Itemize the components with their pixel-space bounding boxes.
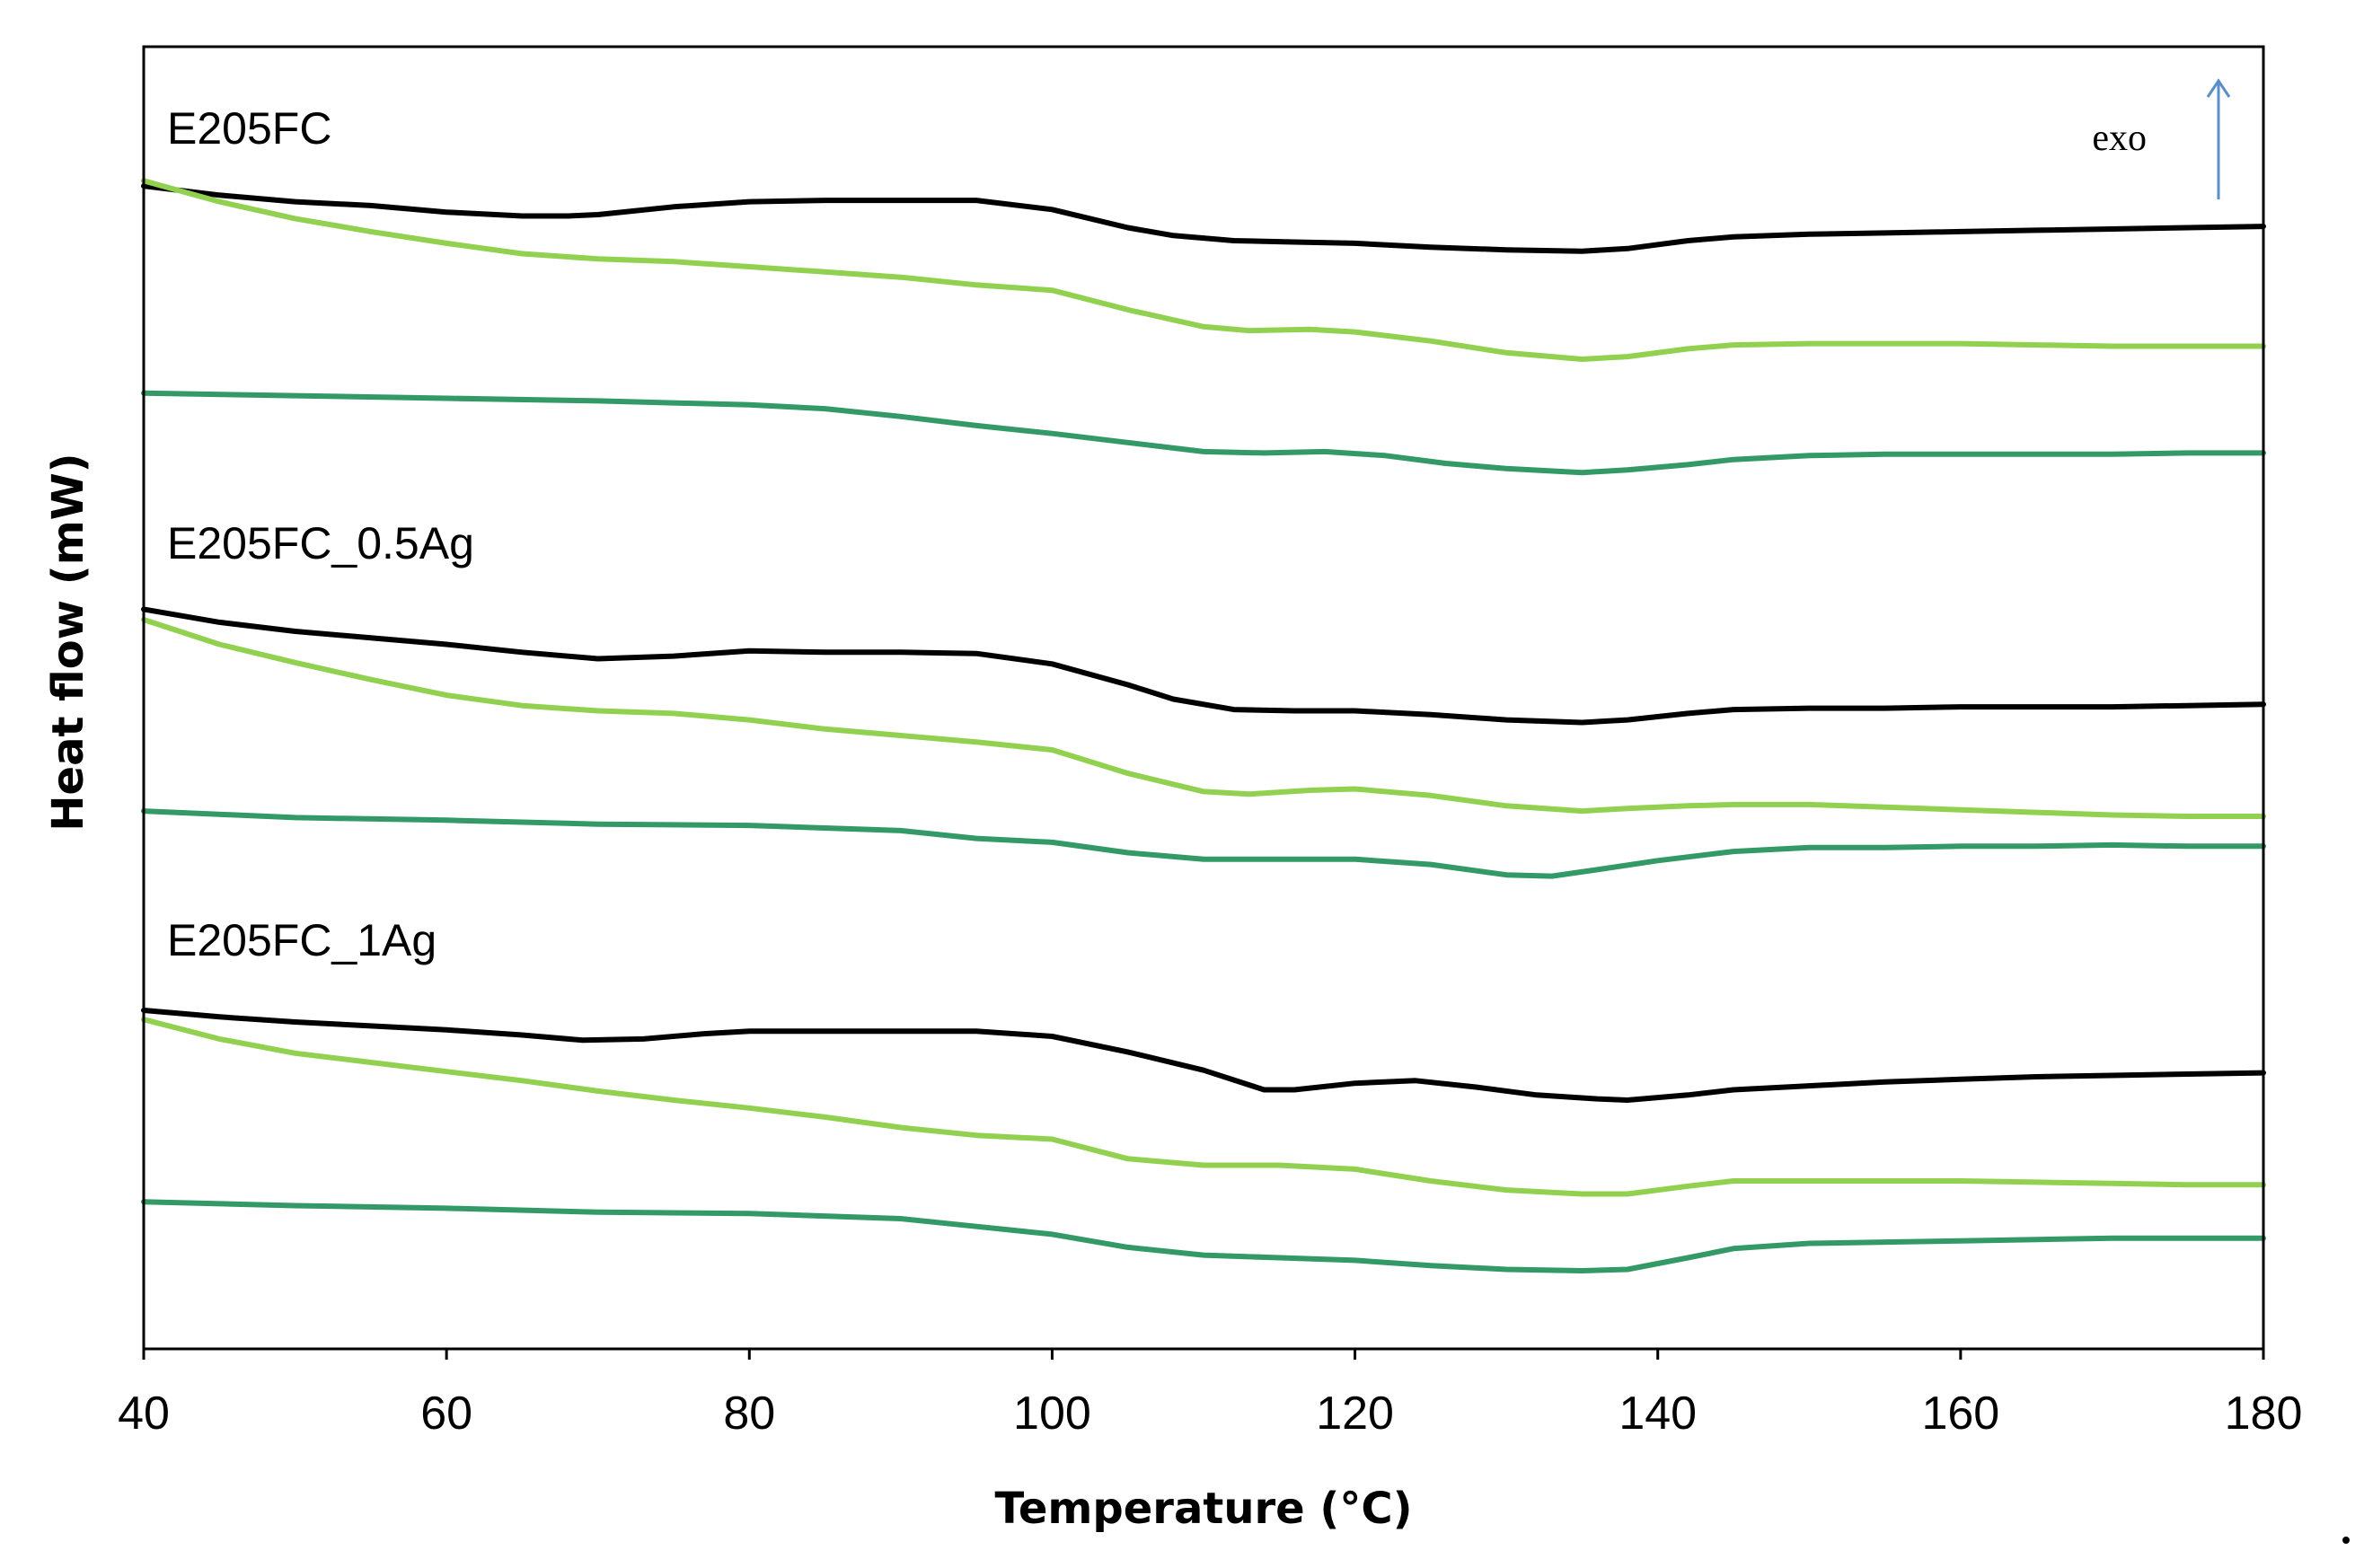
x-tick-labels: 40 60 80 100 120 140 160 180 [118, 1387, 2302, 1440]
series-layer [141, 178, 2266, 1273]
x-axis-title: Temperature (°C) [994, 1484, 1412, 1534]
series-group [141, 1008, 2266, 1273]
series-line [141, 1199, 2266, 1273]
y-axis-title: Heat flow (mW) [43, 453, 93, 831]
series-line [141, 808, 2266, 879]
stray-dot [2342, 1537, 2350, 1544]
x-tick-label: 60 [420, 1387, 472, 1440]
x-tick-label: 160 [1921, 1387, 1999, 1440]
group-label: E205FC_0.5Ag [167, 518, 474, 568]
exo-annotation: exo [2092, 118, 2147, 159]
group-label: E205FC_1Ag [167, 915, 437, 965]
series-group [141, 178, 2266, 476]
x-tick-label: 120 [1316, 1387, 1394, 1440]
x-tick-marks [142, 1349, 2265, 1360]
series-line [141, 1008, 2266, 1103]
x-tick-label: 80 [723, 1387, 775, 1440]
x-tick-label: 40 [118, 1387, 170, 1440]
plot-frame [142, 45, 2265, 1351]
x-tick-label: 100 [1013, 1387, 1091, 1440]
group-labels: E205FC E205FC_0.5Ag E205FC_1Ag [167, 103, 474, 965]
x-tick-label: 140 [1619, 1387, 1697, 1440]
x-tick-label: 180 [2225, 1387, 2303, 1440]
series-line [141, 617, 2266, 819]
series-line [141, 178, 2266, 362]
series-line [141, 390, 2266, 476]
series-group [141, 606, 2266, 879]
series-line [141, 606, 2266, 726]
series-line [141, 183, 2266, 254]
exo-arrow-icon [2206, 78, 2231, 199]
series-line [141, 1017, 2266, 1197]
group-label: E205FC [167, 103, 331, 154]
